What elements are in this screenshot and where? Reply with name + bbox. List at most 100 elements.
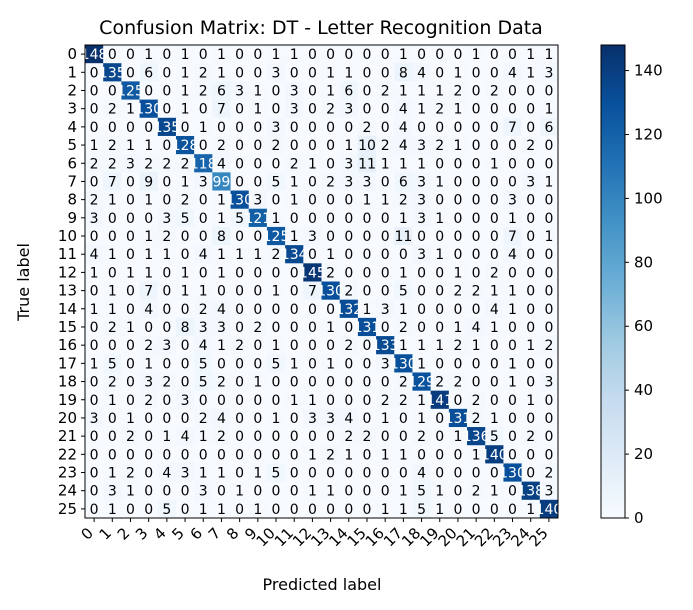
heatmap-cell bbox=[157, 427, 177, 446]
cell-value-label: 0 bbox=[162, 47, 171, 63]
cell-value-label: 1 bbox=[399, 502, 408, 518]
cell-value-label: 0 bbox=[526, 211, 535, 227]
heatmap-cell bbox=[230, 63, 250, 82]
cell-value-label: 0 bbox=[544, 447, 553, 463]
cell-value-label: 118 bbox=[190, 156, 217, 172]
heatmap-cell bbox=[412, 408, 432, 428]
heatmap-cell bbox=[175, 408, 195, 428]
cell-value-label: 1 bbox=[126, 102, 135, 118]
heatmap-cell bbox=[430, 226, 450, 246]
heatmap-cell bbox=[230, 172, 250, 191]
heatmap-cell bbox=[503, 354, 523, 373]
cell-value-label: 0 bbox=[490, 174, 499, 190]
heatmap-cell bbox=[175, 317, 195, 337]
heatmap-cell bbox=[376, 372, 395, 392]
cell-value-label: 0 bbox=[290, 65, 299, 81]
heatmap-cell bbox=[285, 390, 304, 410]
heatmap-cell bbox=[175, 135, 195, 155]
heatmap-cell bbox=[394, 390, 413, 410]
heatmap-cell bbox=[266, 190, 286, 210]
heatmap-cell bbox=[157, 263, 177, 282]
heatmap-cell bbox=[157, 354, 177, 373]
heatmap-cell bbox=[539, 372, 559, 392]
heatmap-cell bbox=[503, 445, 523, 464]
heatmap-cell bbox=[357, 154, 377, 173]
cell-value-label: 0 bbox=[344, 193, 353, 209]
heatmap-cell bbox=[321, 390, 341, 410]
cell-value-label: 1 bbox=[472, 338, 481, 354]
cell-value-label: 3 bbox=[235, 83, 244, 99]
heatmap-cell bbox=[303, 117, 322, 137]
heatmap-cell bbox=[485, 154, 504, 173]
heatmap-cell bbox=[248, 263, 268, 282]
heatmap-cell bbox=[103, 427, 122, 446]
cell-value-label: 0 bbox=[290, 484, 299, 500]
cell-value-label: 1 bbox=[544, 229, 553, 245]
cell-value-label: 0 bbox=[344, 47, 353, 63]
cell-value-label: 5 bbox=[181, 211, 190, 227]
cell-value-label: 3 bbox=[417, 211, 426, 227]
heatmap-cell bbox=[467, 463, 486, 483]
cell-value-label: 0 bbox=[217, 284, 226, 300]
heatmap-cell bbox=[121, 117, 140, 137]
cell-value-label: 0 bbox=[508, 447, 517, 463]
cell-value-label: 0 bbox=[144, 502, 153, 518]
cell-value-label: 0 bbox=[326, 338, 335, 354]
heatmap-cell bbox=[467, 336, 486, 355]
heatmap-cell bbox=[485, 317, 504, 337]
cell-value-label: 130 bbox=[317, 284, 344, 300]
cell-value-label: 1 bbox=[217, 265, 226, 281]
heatmap-cell bbox=[357, 481, 377, 501]
heatmap-cell bbox=[212, 263, 231, 282]
cell-value-label: 0 bbox=[381, 429, 390, 445]
heatmap-cell bbox=[376, 245, 395, 264]
cell-value-label: 1 bbox=[417, 393, 426, 409]
cell-value-label: 3 bbox=[508, 193, 517, 209]
cell-value-label: 0 bbox=[344, 265, 353, 281]
heatmap-cell bbox=[485, 172, 504, 191]
heatmap-cell bbox=[266, 299, 286, 319]
cell-value-label: 0 bbox=[326, 229, 335, 245]
cell-value-label: 134 bbox=[281, 247, 308, 263]
heatmap-cell bbox=[157, 81, 177, 100]
heatmap-cell bbox=[485, 427, 504, 446]
heatmap-cell bbox=[212, 299, 231, 319]
heatmap-cell bbox=[485, 245, 504, 264]
cell-value-label: 1 bbox=[126, 265, 135, 281]
heatmap-cell bbox=[175, 172, 195, 191]
cell-value-label: 1 bbox=[399, 47, 408, 63]
cell-value-label: 0 bbox=[472, 138, 481, 154]
heatmap-cell bbox=[139, 281, 159, 301]
cell-value-label: 1 bbox=[253, 466, 262, 482]
heatmap-cell bbox=[448, 354, 468, 373]
cell-value-label: 0 bbox=[417, 120, 426, 136]
cell-value-label: 3 bbox=[381, 356, 390, 372]
cell-value-label: 2 bbox=[472, 393, 481, 409]
cell-value-label: 2 bbox=[472, 284, 481, 300]
heatmap-cell bbox=[103, 245, 122, 264]
heatmap-cell bbox=[412, 445, 432, 464]
cell-value-label: 1 bbox=[217, 65, 226, 81]
heatmap-cell bbox=[121, 354, 140, 373]
heatmap-cell bbox=[339, 499, 359, 519]
heatmap-cell bbox=[139, 63, 159, 82]
heatmap-cell bbox=[85, 336, 104, 355]
cell-value-label: 0 bbox=[490, 193, 499, 209]
cell-value-label: 99 bbox=[213, 174, 231, 190]
cell-value-label: 0 bbox=[90, 447, 99, 463]
heatmap-cell bbox=[121, 81, 140, 100]
heatmap-cell bbox=[285, 190, 304, 210]
cell-value-label: 0 bbox=[199, 102, 208, 118]
heatmap-cell bbox=[194, 390, 213, 410]
cell-value-label: 0 bbox=[453, 174, 462, 190]
cell-value-label: 0 bbox=[363, 356, 372, 372]
heatmap-cell bbox=[303, 481, 322, 501]
cell-value-label: 1 bbox=[417, 338, 426, 354]
heatmap-cell bbox=[121, 463, 140, 483]
heatmap-cell bbox=[339, 281, 359, 301]
cell-value-label: 0 bbox=[472, 174, 481, 190]
heatmap-cell bbox=[230, 317, 250, 337]
cell-value-label: 1 bbox=[217, 247, 226, 263]
cell-value-label: 2 bbox=[272, 138, 281, 154]
heatmap-cell bbox=[103, 226, 122, 246]
